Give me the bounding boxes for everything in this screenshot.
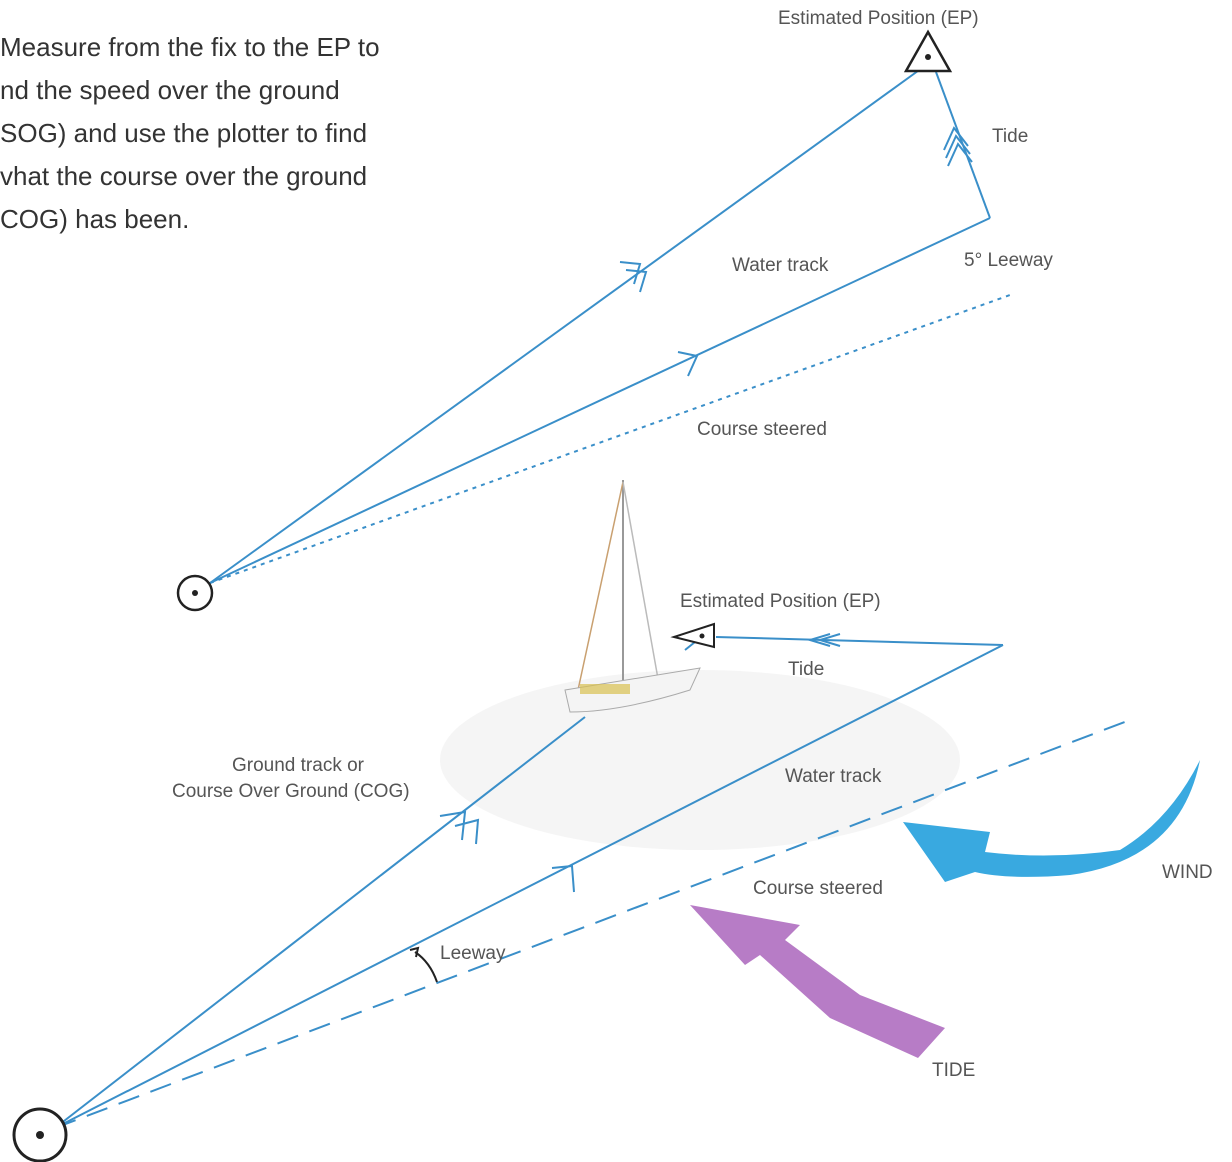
leeway-arc-head: [409, 946, 420, 958]
wind-label: WIND: [1162, 862, 1213, 883]
ground-track-label: Course Over Ground (COG): [172, 781, 410, 802]
tide-line: [715, 636, 1004, 646]
paragraph-line: Measure from the fix to the EP to: [0, 32, 380, 62]
upper-diagram: Estimated Position (EP) Tide Water track…: [176, 8, 1053, 612]
tide-arrow: [806, 633, 841, 647]
tide-arrow-label: TIDE: [932, 1060, 975, 1081]
leeway-label: 5° Leeway: [964, 250, 1053, 271]
ep-symbol: [903, 29, 953, 73]
double-arrow: [619, 261, 648, 293]
tide-big-arrow: [690, 905, 945, 1058]
double-arrow: [439, 810, 480, 845]
ep-label: Estimated Position (EP): [778, 8, 979, 29]
leeway-label: Leeway: [440, 943, 506, 964]
tide-label: Tide: [788, 659, 824, 680]
ep-dot: [925, 54, 931, 60]
tide-label: Tide: [992, 126, 1028, 147]
leeway-arc: [414, 951, 438, 983]
course-steered: [54, 719, 1131, 1129]
paragraph-line: SOG) and use the plotter to find: [0, 118, 367, 148]
paragraph: Measure from the fix to the EP to nd the…: [0, 32, 380, 234]
sailboat: [564, 480, 701, 713]
water-track: [54, 644, 1004, 1129]
single-arrow: [677, 351, 699, 377]
wind-arrow: [903, 760, 1200, 882]
water-track-label: Water track: [785, 766, 882, 787]
ground-track-label: Ground track or: [232, 755, 365, 776]
water-track: [209, 217, 991, 584]
paragraph-line: COG) has been.: [0, 204, 189, 234]
course-steered-label: Course steered: [753, 878, 883, 899]
ground-track: [54, 716, 586, 1129]
water-track-label: Water track: [732, 255, 829, 276]
ep-symbol: [670, 622, 715, 649]
single-arrow: [551, 864, 575, 893]
paragraph-line: nd the speed over the ground: [0, 75, 340, 105]
course-steered: [209, 294, 1011, 584]
lower-diagram: Estimated Position (EP) Tide Ground trac…: [12, 480, 1213, 1162]
fix-dot: [36, 1131, 44, 1139]
paragraph-line: vhat the course over the ground: [0, 161, 367, 191]
shadow: [440, 670, 960, 850]
ground-track: [209, 67, 923, 584]
ep-label: Estimated Position (EP): [680, 591, 881, 612]
fix-dot: [192, 590, 198, 596]
triple-arrow: [943, 126, 973, 167]
ep-dot: [699, 633, 705, 639]
course-steered-label: Course steered: [697, 419, 827, 440]
